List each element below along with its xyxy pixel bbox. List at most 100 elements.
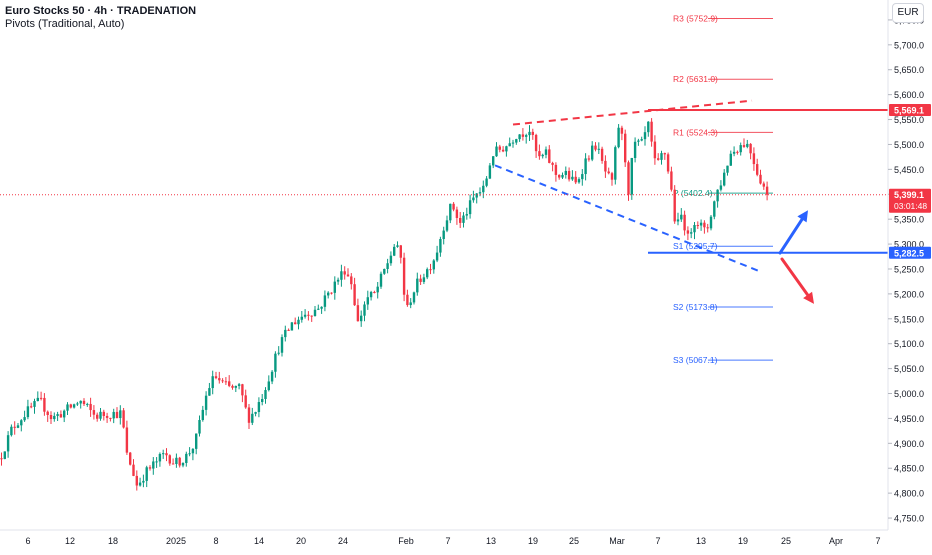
candle-body: [472, 197, 475, 201]
candle-body: [746, 143, 749, 147]
candle: [82, 398, 86, 407]
price-axis: 4,750.0 4,800.0 4,850.0 4,900.0 4,950.0 5,000…: [887, 0, 932, 550]
candle-body: [72, 404, 76, 408]
candle: [683, 210, 686, 236]
candle: [373, 290, 376, 294]
candle-body: [732, 151, 736, 154]
candle: [63, 409, 66, 423]
candle-body: [505, 146, 508, 152]
candle-body: [307, 314, 310, 316]
bearish-arrow[interactable]: [780, 257, 814, 304]
bullish-arrow[interactable]: [778, 210, 808, 255]
candle-body: [300, 316, 303, 320]
candle: [435, 245, 439, 263]
candle-body: [327, 292, 330, 296]
candle-body: [406, 294, 409, 306]
x-tick-label: 7: [875, 536, 880, 546]
candle-body: [548, 149, 551, 163]
candle: [558, 174, 561, 180]
candle: [551, 161, 554, 172]
candle-body: [663, 153, 666, 155]
candle: [614, 145, 617, 185]
candle-body: [112, 411, 115, 419]
candle: [581, 169, 584, 186]
candle: [419, 274, 422, 285]
candle: [66, 402, 69, 416]
candle-body: [214, 376, 218, 379]
candle-body: [366, 297, 369, 305]
candle: [274, 351, 277, 378]
candle-body: [482, 185, 485, 193]
candle-body: [195, 433, 198, 449]
candle: [376, 282, 379, 299]
candle-body: [485, 178, 488, 186]
candle: [455, 206, 459, 225]
resistance-price-tag[interactable]: 5,569.1: [889, 104, 931, 117]
candle: [475, 192, 478, 204]
candle: [465, 207, 468, 220]
candle: [765, 181, 769, 201]
candle-body: [36, 397, 39, 402]
upper-trendline[interactable]: [512, 99, 753, 126]
candle-body: [16, 425, 20, 428]
candle-body: [330, 292, 333, 294]
candle: [204, 391, 208, 416]
x-tick-label: 24: [338, 536, 348, 546]
pivot-lines: R3 (5752.9) R2 (5631.0) R1 (5524.3) P (5402…: [673, 13, 773, 365]
candle-body: [356, 305, 360, 322]
candle: [221, 378, 224, 384]
candle-body: [129, 452, 132, 465]
candle-body: [69, 404, 72, 408]
candle: [574, 171, 577, 185]
candle-body: [158, 453, 162, 462]
candle-body: [584, 158, 587, 175]
candle-body: [89, 403, 92, 411]
candle-body: [198, 419, 201, 434]
candle-body: [138, 482, 142, 486]
x-tick-label: 18: [108, 536, 118, 546]
candle-body: [135, 475, 138, 486]
candle-body: [690, 232, 693, 234]
candle: [76, 401, 79, 406]
candle: [482, 180, 485, 199]
candle: [171, 458, 175, 465]
candle-body: [647, 121, 650, 133]
candle-body: [617, 127, 620, 148]
candle: [267, 375, 270, 392]
candle: [280, 334, 284, 357]
y-tick-label: 5,150.0: [894, 314, 924, 324]
y-tick-label: 5,450.0: [894, 165, 924, 175]
candle-body: [6, 435, 10, 452]
y-tick-label: 4,850.0: [894, 464, 924, 474]
indicator-label[interactable]: Pivots (Traditional, Auto): [5, 18, 125, 30]
candle-body: [726, 165, 729, 173]
pivot-label-r3: R3 (5752.9): [673, 13, 718, 23]
support-price-tag[interactable]: 5,282.5: [889, 246, 931, 259]
candle-body: [749, 143, 752, 154]
candle-body: [218, 378, 221, 381]
y-tick-label: 4,800.0: [894, 489, 924, 499]
price-axis-bg[interactable]: [888, 0, 932, 550]
candle-body: [528, 131, 531, 136]
candle-body: [152, 461, 155, 469]
candle: [604, 155, 607, 178]
candle: [99, 408, 102, 421]
candle: [336, 277, 340, 285]
candle-body: [168, 455, 171, 464]
candle: [633, 137, 637, 163]
last-price-tag[interactable]: 5,399.103:01:48: [889, 188, 931, 213]
candle: [554, 162, 558, 182]
candle: [185, 451, 188, 467]
candle-body: [426, 269, 429, 278]
currency-button[interactable]: EUR: [892, 3, 924, 23]
candle-body: [742, 145, 746, 147]
candle-body: [346, 274, 350, 277]
candle-body: [244, 395, 247, 408]
candle-body: [59, 414, 63, 418]
candle: [360, 310, 363, 327]
candle-body: [429, 269, 432, 271]
candle: [231, 384, 234, 390]
candle: [511, 139, 515, 148]
